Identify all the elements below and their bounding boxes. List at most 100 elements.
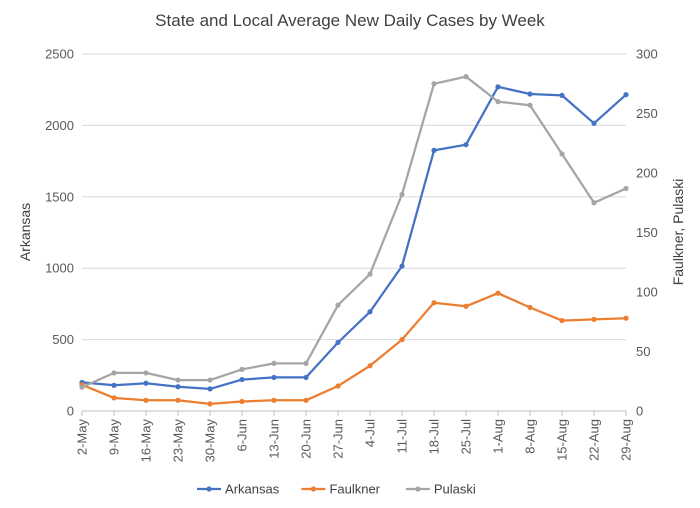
data-point-arkansas <box>591 120 597 126</box>
legend-item-faulkner: Faulkner <box>301 482 381 497</box>
left-axis-ticks: 0 500 1000 1500 2000 2500 <box>45 47 74 419</box>
data-point-arkansas <box>271 374 277 381</box>
x-tick-label: 16-May <box>139 419 154 463</box>
left-tick-label: 2000 <box>45 118 74 133</box>
left-tick-label: 0 <box>67 404 74 419</box>
chart-title: State and Local Average New Daily Cases … <box>155 11 545 30</box>
right-tick-label: 300 <box>636 47 658 62</box>
x-tick-label: 22-Aug <box>587 419 602 461</box>
data-point-pulaski <box>591 200 597 206</box>
legend-label-pulaski: Pulaski <box>434 482 476 497</box>
left-tick-label: 2500 <box>45 47 74 62</box>
right-tick-label: 100 <box>636 285 658 300</box>
x-axis-ticks: 2-May 9-May 16-May 23-May 30-May 6-Jun 13-Jun 2… <box>75 411 634 462</box>
x-tick-label: 30-May <box>203 419 218 463</box>
data-point-faulkner <box>463 303 469 309</box>
x-tick-label: 13-Jun <box>267 419 282 459</box>
right-tick-label: 50 <box>636 344 650 359</box>
data-point-pulaski <box>303 360 309 366</box>
x-tick-label: 1-Aug <box>491 419 506 454</box>
series-pulaski <box>79 74 629 390</box>
series-layer <box>79 74 629 407</box>
x-tick-label: 6-Jun <box>235 419 250 452</box>
left-tick-label: 500 <box>52 332 74 347</box>
right-axis-ticks: 0 50 100 150 200 250 300 <box>636 47 658 419</box>
data-point-arkansas <box>431 147 437 153</box>
series-line-pulaski <box>80 75 628 389</box>
data-point-faulkner <box>591 316 597 322</box>
data-point-arkansas <box>175 384 181 390</box>
right-axis-title: Faulkner, Pulaski <box>670 179 686 286</box>
data-point-faulkner <box>271 397 277 403</box>
left-axis-title: Arkansas <box>17 203 33 261</box>
data-point-pulaski <box>239 366 245 372</box>
legend-marker-faulkner <box>310 486 317 492</box>
data-point-faulkner <box>175 397 181 403</box>
data-point-arkansas <box>239 376 245 383</box>
legend: Arkansas Faulkner Pulaski <box>197 482 476 497</box>
data-point-arkansas <box>143 380 149 386</box>
data-point-faulkner <box>559 317 565 324</box>
data-point-faulkner <box>623 315 629 321</box>
data-point-faulkner <box>431 300 437 306</box>
data-point-pulaski <box>143 370 149 376</box>
data-point-arkansas <box>623 92 629 98</box>
data-point-pulaski <box>623 185 629 192</box>
x-tick-label: 25-Jul <box>459 419 474 455</box>
data-point-faulkner <box>495 290 501 296</box>
data-point-pulaski <box>175 377 181 383</box>
x-tick-label: 9-May <box>107 419 122 456</box>
data-point-arkansas <box>207 386 213 392</box>
data-point-pulaski <box>527 102 533 108</box>
data-point-pulaski <box>559 151 565 157</box>
x-tick-label: 27-Jun <box>331 419 346 459</box>
data-point-faulkner <box>367 363 373 369</box>
legend-item-arkansas: Arkansas <box>197 482 280 497</box>
x-tick-label: 8-Aug <box>523 419 538 454</box>
data-point-arkansas <box>399 263 405 269</box>
data-point-arkansas <box>495 84 501 90</box>
x-tick-label: 18-Jul <box>427 419 442 455</box>
data-point-pulaski <box>271 360 277 366</box>
data-point-faulkner <box>399 337 405 343</box>
x-tick-label: 29-Aug <box>619 419 634 461</box>
data-point-arkansas <box>111 382 117 388</box>
series-line-faulkner <box>80 292 628 406</box>
data-point-pulaski <box>495 99 501 105</box>
series-arkansas <box>79 84 629 392</box>
data-point-pulaski <box>463 74 469 80</box>
x-tick-label: 11-Jul <box>395 419 410 454</box>
data-point-arkansas <box>463 142 469 148</box>
legend-marker-pulaski <box>415 486 421 492</box>
series-line-arkansas <box>80 85 628 391</box>
x-tick-label: 2-May <box>75 419 90 456</box>
left-tick-label: 1000 <box>45 261 74 276</box>
right-tick-label: 200 <box>636 166 658 181</box>
data-point-pulaski <box>207 377 213 383</box>
data-point-faulkner <box>303 397 309 403</box>
data-point-faulkner <box>527 304 533 311</box>
data-point-faulkner <box>207 401 213 407</box>
x-tick-label: 23-May <box>171 419 186 463</box>
data-point-arkansas <box>335 339 341 346</box>
data-point-arkansas <box>367 309 373 315</box>
legend-item-pulaski: Pulaski <box>405 482 476 497</box>
series-faulkner <box>79 290 629 407</box>
gridlines <box>82 53 626 412</box>
legend-marker-arkansas <box>206 486 212 492</box>
x-tick-label: 20-Jun <box>299 419 314 459</box>
data-point-arkansas <box>303 374 309 381</box>
data-point-faulkner <box>143 397 149 403</box>
data-point-pulaski <box>431 81 437 87</box>
right-tick-label: 250 <box>636 106 658 121</box>
data-point-faulkner <box>111 395 117 401</box>
legend-label-faulkner: Faulkner <box>329 482 380 497</box>
legend-label-arkansas: Arkansas <box>225 482 280 497</box>
x-tick-label: 4-Jul <box>363 419 378 447</box>
left-tick-label: 1500 <box>45 189 74 204</box>
data-point-faulkner <box>335 383 341 389</box>
right-tick-label: 150 <box>636 225 658 240</box>
data-point-pulaski <box>79 384 85 390</box>
